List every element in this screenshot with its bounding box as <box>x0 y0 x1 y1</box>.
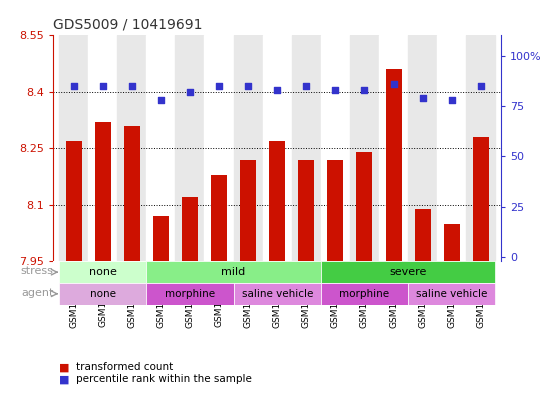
Point <box>127 83 136 89</box>
Text: none: none <box>88 267 116 277</box>
Bar <box>437 35 466 261</box>
Text: none: none <box>90 289 116 299</box>
Bar <box>386 69 402 261</box>
Bar <box>59 283 146 305</box>
Point <box>156 97 165 103</box>
Bar <box>292 35 321 261</box>
Point <box>331 87 340 93</box>
Bar <box>182 197 198 261</box>
Point <box>244 83 253 89</box>
Bar <box>321 35 350 261</box>
Text: severe: severe <box>389 267 427 277</box>
Bar <box>328 160 343 261</box>
Bar <box>414 209 431 261</box>
Bar <box>234 283 321 305</box>
Text: saline vehicle: saline vehicle <box>241 289 313 299</box>
Point <box>185 89 194 95</box>
Bar <box>175 35 204 261</box>
Point <box>447 97 456 103</box>
Text: stress: stress <box>21 266 54 276</box>
Bar <box>211 175 227 261</box>
Point <box>273 87 282 93</box>
Text: ■: ■ <box>59 362 69 373</box>
Bar <box>66 141 82 261</box>
Bar <box>146 35 175 261</box>
Point <box>389 81 398 87</box>
Bar <box>321 261 496 283</box>
Bar <box>321 283 408 305</box>
Bar <box>88 35 117 261</box>
Point <box>69 83 78 89</box>
Text: morphine: morphine <box>165 289 215 299</box>
Point <box>418 95 427 101</box>
Text: agent: agent <box>21 288 54 298</box>
Bar <box>473 137 489 261</box>
Bar <box>269 141 285 261</box>
Bar <box>298 160 314 261</box>
Bar <box>59 261 146 283</box>
Bar <box>117 35 146 261</box>
Bar <box>95 122 111 261</box>
Text: transformed count: transformed count <box>76 362 173 373</box>
Text: percentile rank within the sample: percentile rank within the sample <box>76 374 251 384</box>
Bar <box>124 126 140 261</box>
Bar <box>444 224 460 261</box>
Text: GDS5009 / 10419691: GDS5009 / 10419691 <box>53 17 203 31</box>
Bar <box>263 35 292 261</box>
Bar <box>146 261 321 283</box>
Bar <box>204 35 234 261</box>
Point <box>214 83 223 89</box>
Bar <box>350 35 379 261</box>
Text: mild: mild <box>221 267 246 277</box>
Text: saline vehicle: saline vehicle <box>416 289 487 299</box>
Text: ■: ■ <box>59 374 69 384</box>
Bar <box>357 152 372 261</box>
Bar <box>408 283 496 305</box>
Bar <box>153 216 169 261</box>
Bar <box>379 35 408 261</box>
Bar <box>234 35 263 261</box>
Text: morphine: morphine <box>339 289 390 299</box>
Point <box>302 83 311 89</box>
Point <box>477 83 486 89</box>
Point <box>360 87 369 93</box>
Bar <box>59 35 88 261</box>
Point <box>98 83 107 89</box>
Bar <box>466 35 496 261</box>
Bar <box>240 160 256 261</box>
Bar <box>408 35 437 261</box>
Bar <box>146 283 234 305</box>
